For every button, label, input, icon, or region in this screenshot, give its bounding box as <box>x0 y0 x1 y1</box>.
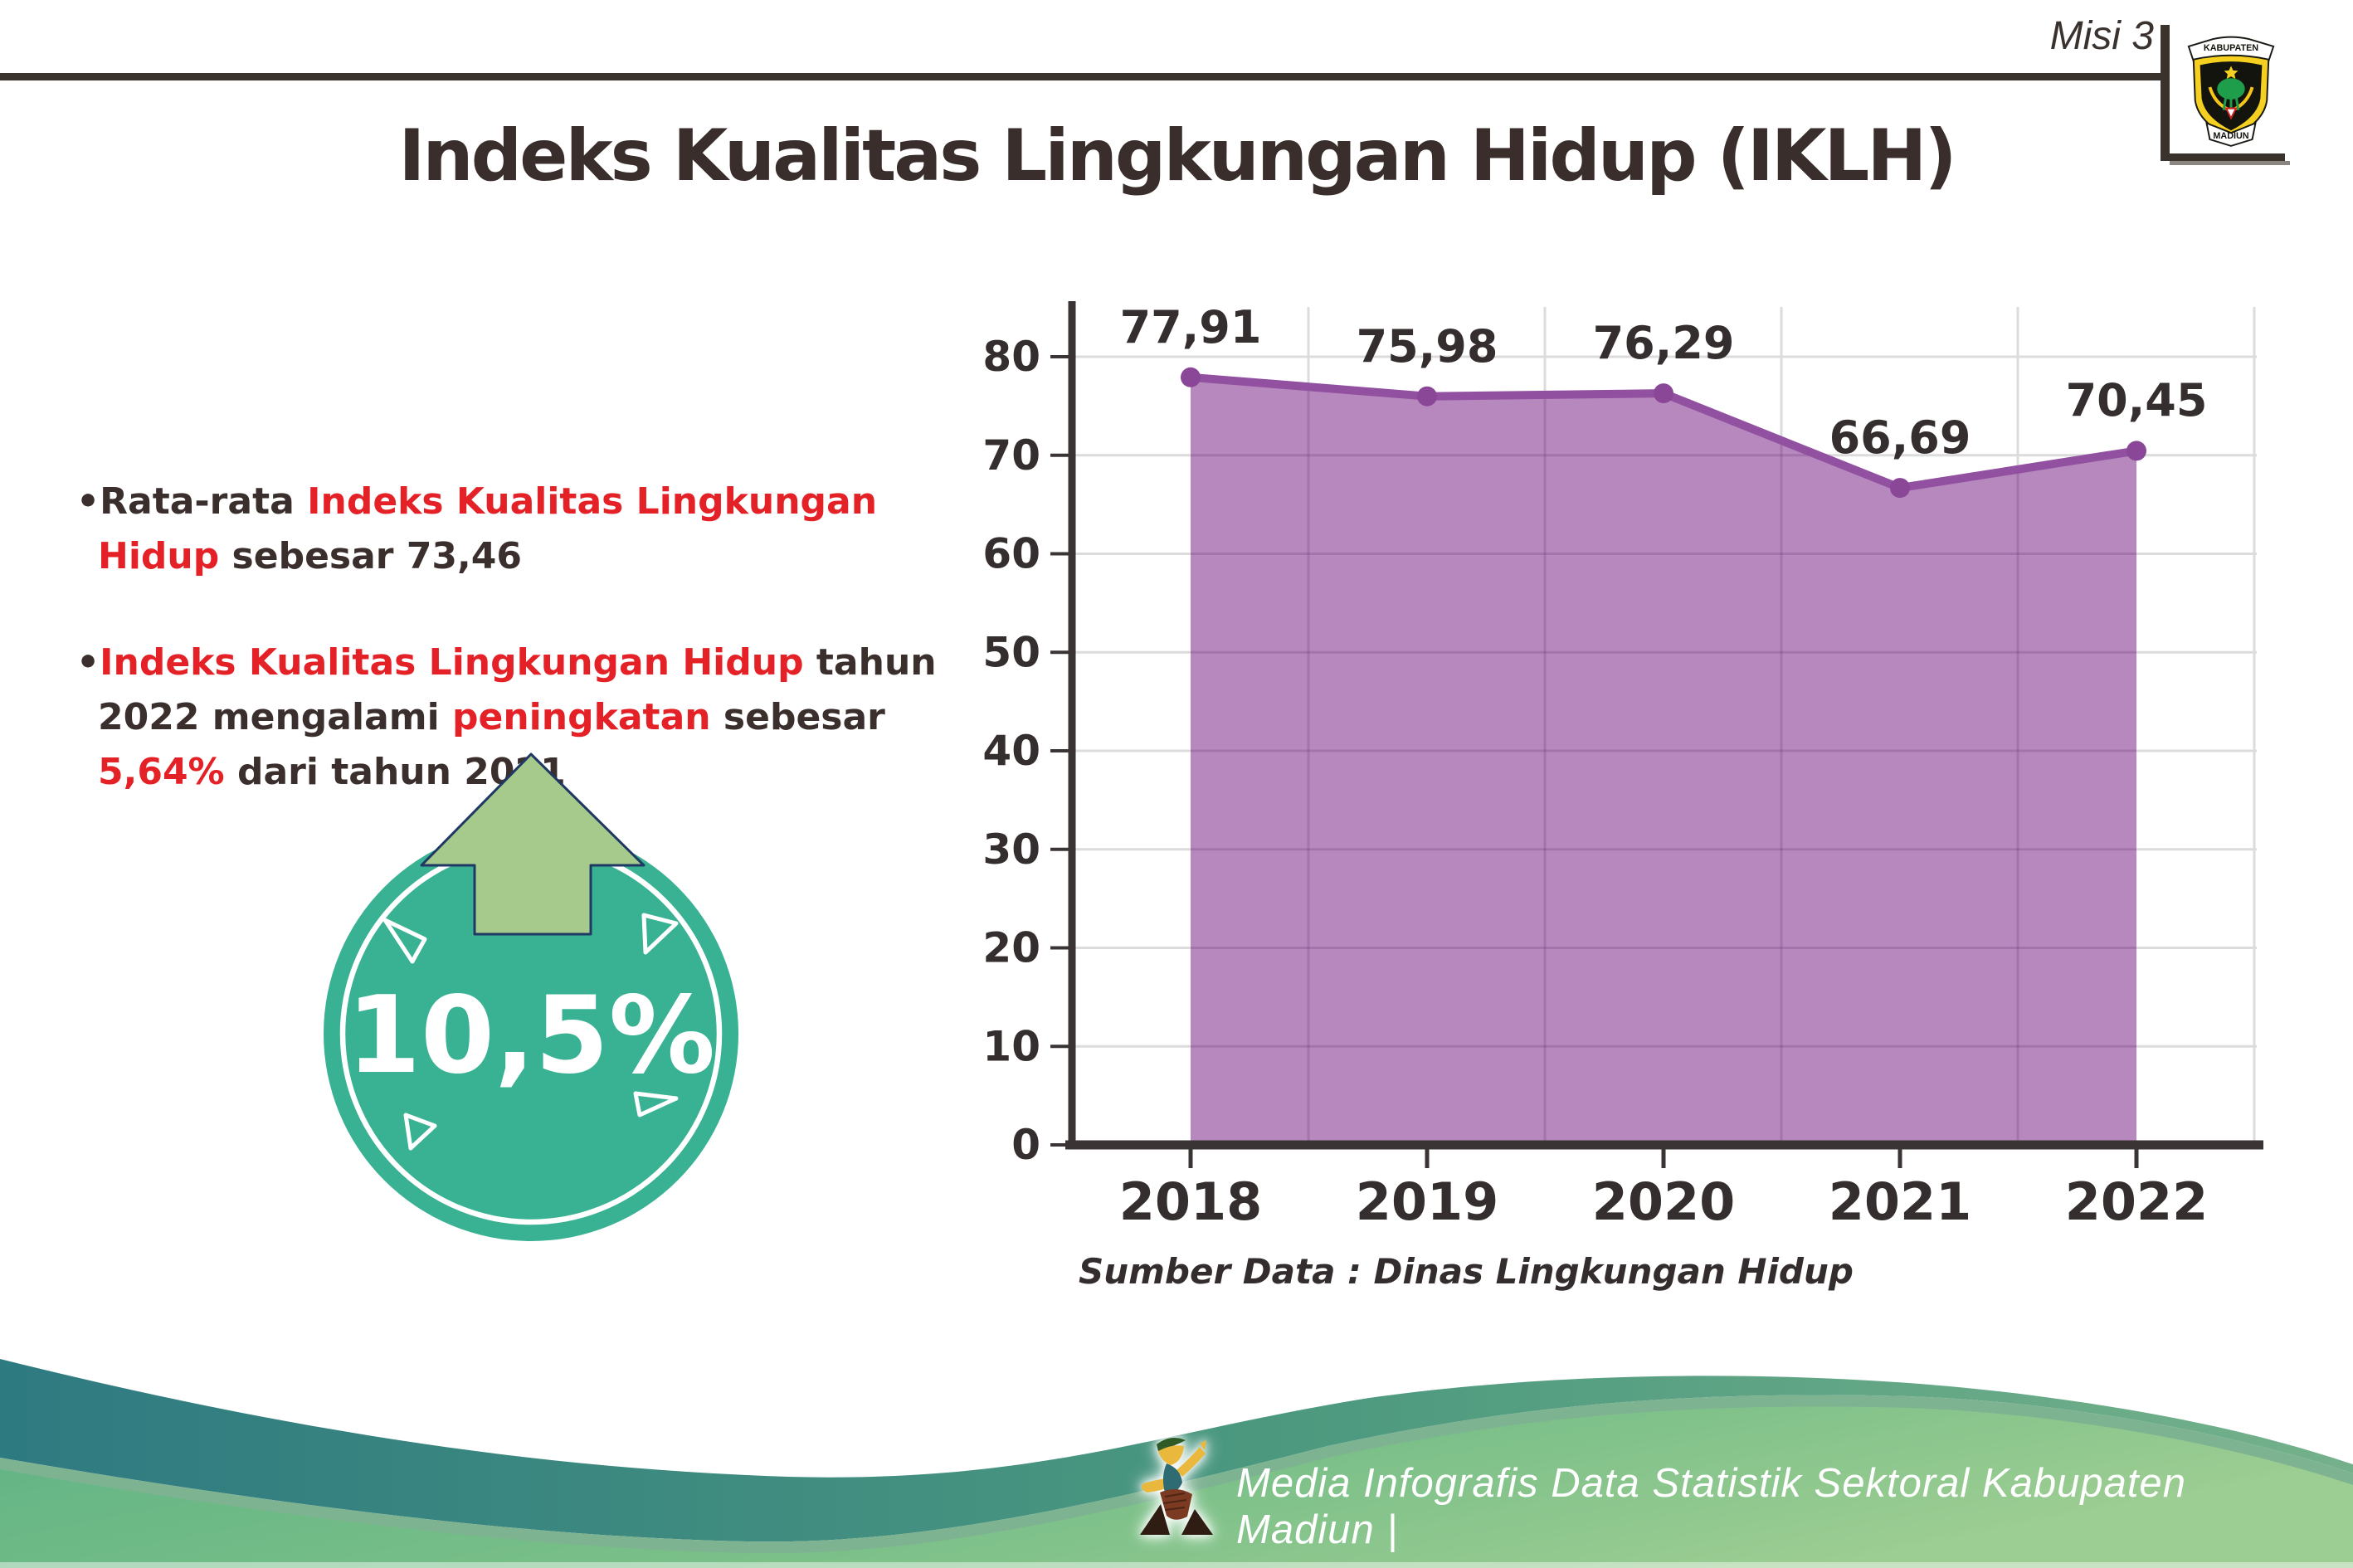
data-point <box>1181 367 1201 387</box>
logo-frame-shadow <box>2170 161 2290 165</box>
note-text-highlight: Indeks Kualitas Lingkungan Hidup <box>98 480 878 577</box>
dancer-mascot-icon <box>1140 1437 1213 1535</box>
iklh-area-chart: 0 10 20 30 40 50 60 70 80 2018 2019 2020 2021 2022 77,… <box>982 301 2263 1292</box>
header-rule <box>0 73 2161 80</box>
bullet-icon: • <box>76 480 100 523</box>
note-text-highlight: Indeks Kualitas Lingkungan Hidup <box>100 641 804 684</box>
footer-credit: Media Infografis Data Statistik Sektoral… <box>1236 1461 2186 1552</box>
wave-bottom-strip <box>0 1562 2353 1568</box>
crest-top-banner: KABUPATEN <box>2204 43 2258 53</box>
svg-text:76,29: 76,29 <box>1593 317 1735 369</box>
svg-text:60: 60 <box>982 530 1040 578</box>
data-point <box>1417 386 1437 407</box>
svg-text:2019: 2019 <box>1356 1171 1499 1232</box>
x-tick-labels: 2018 2019 2020 2021 2022 <box>1119 1171 2209 1232</box>
misi-label: Misi 3 <box>2049 14 2154 58</box>
kabupaten-madiun-crest-icon: KABUPATEN MADIUN <box>2187 36 2275 147</box>
svg-text:10: 10 <box>982 1022 1040 1070</box>
up-arrow-icon <box>420 752 645 936</box>
svg-text:66,69: 66,69 <box>1829 411 1971 464</box>
svg-text:0: 0 <box>1011 1121 1040 1169</box>
badge-spark-icons <box>382 913 679 1151</box>
svg-text:50: 50 <box>982 628 1040 676</box>
area-fill <box>1191 377 2136 1145</box>
svg-text:2022: 2022 <box>2065 1171 2209 1232</box>
svg-text:40: 40 <box>982 727 1040 775</box>
chart-source-note: Sumber Data : Dinas Lingkungan Hidup <box>1079 1251 1854 1292</box>
svg-text:2018: 2018 <box>1119 1171 1263 1232</box>
badge-value: 10,5% <box>347 974 715 1098</box>
note-text: Rata-rata <box>100 480 308 523</box>
svg-text:75,98: 75,98 <box>1357 320 1498 373</box>
bullet-icon: • <box>76 641 100 684</box>
svg-text:70: 70 <box>982 431 1040 480</box>
data-labels: 77,91 75,98 76,29 66,69 70,45 <box>1120 301 2208 464</box>
y-tick-labels: 0 10 20 30 40 50 60 70 80 <box>982 333 1040 1169</box>
data-point <box>1890 478 1910 499</box>
logo-frame-horizontal <box>2161 153 2285 161</box>
note-text-highlight: peningkatan <box>452 696 711 738</box>
wave-green-front <box>0 1406 2353 1568</box>
data-point <box>1654 383 1673 404</box>
page-title: Indeks Kualitas Lingkungan Hidup (IKLH) <box>398 114 1956 197</box>
increase-badge: 10,5% <box>324 752 738 1241</box>
svg-text:2020: 2020 <box>1592 1171 1736 1232</box>
note-text-highlight: 5,64% <box>98 751 225 793</box>
crest-bottom-banner: MADIUN <box>2213 131 2248 141</box>
note-text: sebesar <box>710 696 885 738</box>
badge-circle <box>324 826 738 1241</box>
svg-text:70,45: 70,45 <box>2066 374 2208 426</box>
summary-notes: •Rata-rata Indeks Kualitas Lingkungan Hi… <box>76 475 972 851</box>
note-text: tahun 2022 mengalami <box>98 641 937 738</box>
data-point <box>2126 441 2146 461</box>
svg-text:2021: 2021 <box>1829 1171 1972 1232</box>
svg-text:80: 80 <box>982 333 1040 381</box>
axes <box>1050 301 2263 1168</box>
note-text: sebesar 73,46 <box>219 535 522 577</box>
svg-text:30: 30 <box>982 825 1040 874</box>
svg-text:77,91: 77,91 <box>1120 301 1262 353</box>
note-average-iklh: •Rata-rata Indeks Kualitas Lingkungan Hi… <box>76 475 972 584</box>
svg-text:20: 20 <box>982 924 1040 972</box>
logo-frame-vertical <box>2161 25 2170 161</box>
